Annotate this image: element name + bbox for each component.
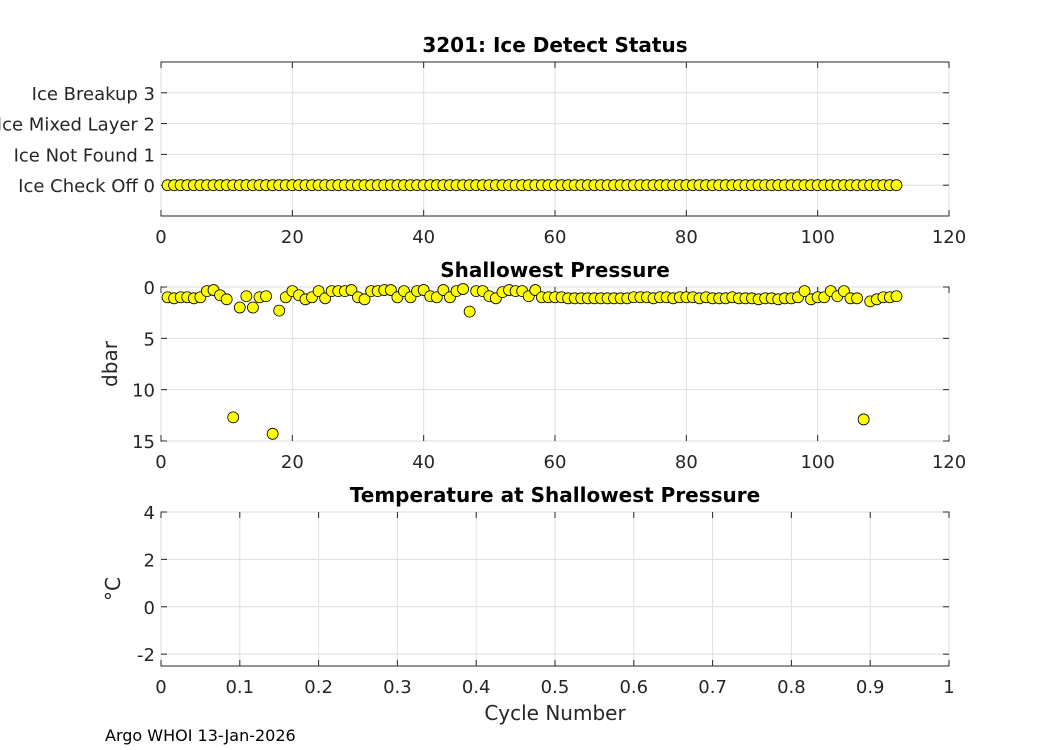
- temperature-xtick-label: 0.2: [304, 677, 333, 698]
- shallowest-pressure-point: [247, 301, 259, 314]
- temperature-ytick-label: 0: [144, 598, 155, 619]
- temperature-xtick-label: 0.4: [462, 677, 491, 698]
- shallowest-pressure-point: [273, 304, 286, 317]
- temperature-xtick-label: 0.8: [777, 677, 806, 698]
- footer-credit: Argo WHOI 13-Jan-2026: [105, 726, 296, 745]
- ice-detect-xtick-label: 20: [281, 227, 304, 248]
- ice-detect-xtick-label: 40: [412, 227, 435, 248]
- ice-detect-xtick-label: 0: [155, 227, 166, 248]
- temperature-ytick-label: 4: [144, 503, 155, 524]
- temperature-xtick-label: 1: [943, 677, 954, 698]
- shallowest-pressure-point: [851, 292, 863, 305]
- shallowest-pressure-point: [266, 427, 279, 440]
- temperature-xlabel: Cycle Number: [484, 701, 626, 725]
- shallowest-pressure-ylabel: dbar: [98, 340, 122, 387]
- shallowest-pressure-chart: 0 20 40 60 80 100 120 0 5 10 15 Shallowest Pressur…: [98, 258, 966, 473]
- ice-detect-title: 3201: Ice Detect Status: [422, 33, 687, 57]
- ice-detect-ytick-label: Ice Check Off 0: [18, 176, 155, 197]
- temperature-title: Temperature at Shallowest Pressure: [350, 483, 760, 507]
- shallowest-pressure-xtick-label: 100: [800, 452, 834, 473]
- ice-detect-xtick-label: 100: [800, 227, 834, 248]
- shallowest-pressure-ytick-label: 5: [144, 329, 155, 350]
- shallowest-pressure-point: [260, 290, 272, 303]
- temperature-xtick-label: 0.6: [619, 677, 648, 698]
- shallowest-pressure-point: [798, 285, 811, 298]
- ice-detect-xtick-label: 120: [932, 227, 966, 248]
- shallowest-pressure-xtick-label: 60: [544, 452, 567, 473]
- shallowest-pressure-xtick-label: 120: [932, 452, 966, 473]
- ice-detect-ytick-label: Ice Mixed Layer 2: [0, 115, 155, 136]
- shallowest-pressure-point: [857, 413, 870, 426]
- shallowest-pressure-point: [220, 293, 233, 306]
- temperature-xtick-label: 0.3: [383, 677, 412, 698]
- temperature-xtick-label: 0.5: [541, 677, 570, 698]
- ice-detect-point: [890, 179, 903, 192]
- shallowest-pressure-point: [358, 293, 371, 306]
- temperature-ylabel: °C: [101, 577, 125, 601]
- temperature-xtick-label: 0.7: [698, 677, 727, 698]
- temperature-xtick-label: 0.9: [856, 677, 885, 698]
- ice-detect-xtick-label: 80: [675, 227, 698, 248]
- temperature-ytick-label: 2: [144, 550, 155, 571]
- shallowest-pressure-point: [240, 290, 253, 303]
- shallowest-pressure-point: [233, 301, 246, 314]
- ice-detect-xtick-label: 60: [544, 227, 567, 248]
- shallowest-pressure-xtick-label: 0: [155, 452, 166, 473]
- shallowest-pressure-point: [457, 283, 469, 295]
- shallowest-pressure-ytick-label: 15: [132, 432, 155, 453]
- shallowest-pressure-xtick-label: 80: [675, 452, 698, 473]
- temperature-xtick-label: 0.1: [225, 677, 254, 698]
- temperature-xtick-label: 0: [155, 677, 166, 698]
- ice-detect-ytick-label: Ice Breakup 3: [32, 84, 155, 105]
- temperature-ytick-label: -2: [137, 645, 155, 666]
- ice-detect-status-chart: 0 20 40 60 80 100 120 Ice Check Off 0 Ice Not Fo…: [0, 33, 966, 248]
- shallowest-pressure-point: [890, 290, 903, 303]
- shallowest-pressure-xtick-label: 20: [281, 452, 304, 473]
- shallowest-pressure-xtick-label: 40: [412, 452, 435, 473]
- shallowest-pressure-title: Shallowest Pressure: [440, 258, 670, 282]
- shallowest-pressure-point: [463, 305, 476, 318]
- shallowest-pressure-ytick-label: 0: [144, 278, 155, 299]
- shallowest-pressure-ytick-label: 10: [132, 381, 155, 402]
- ice-detect-ytick-label: Ice Not Found 1: [14, 145, 155, 166]
- shallowest-pressure-point: [227, 411, 240, 424]
